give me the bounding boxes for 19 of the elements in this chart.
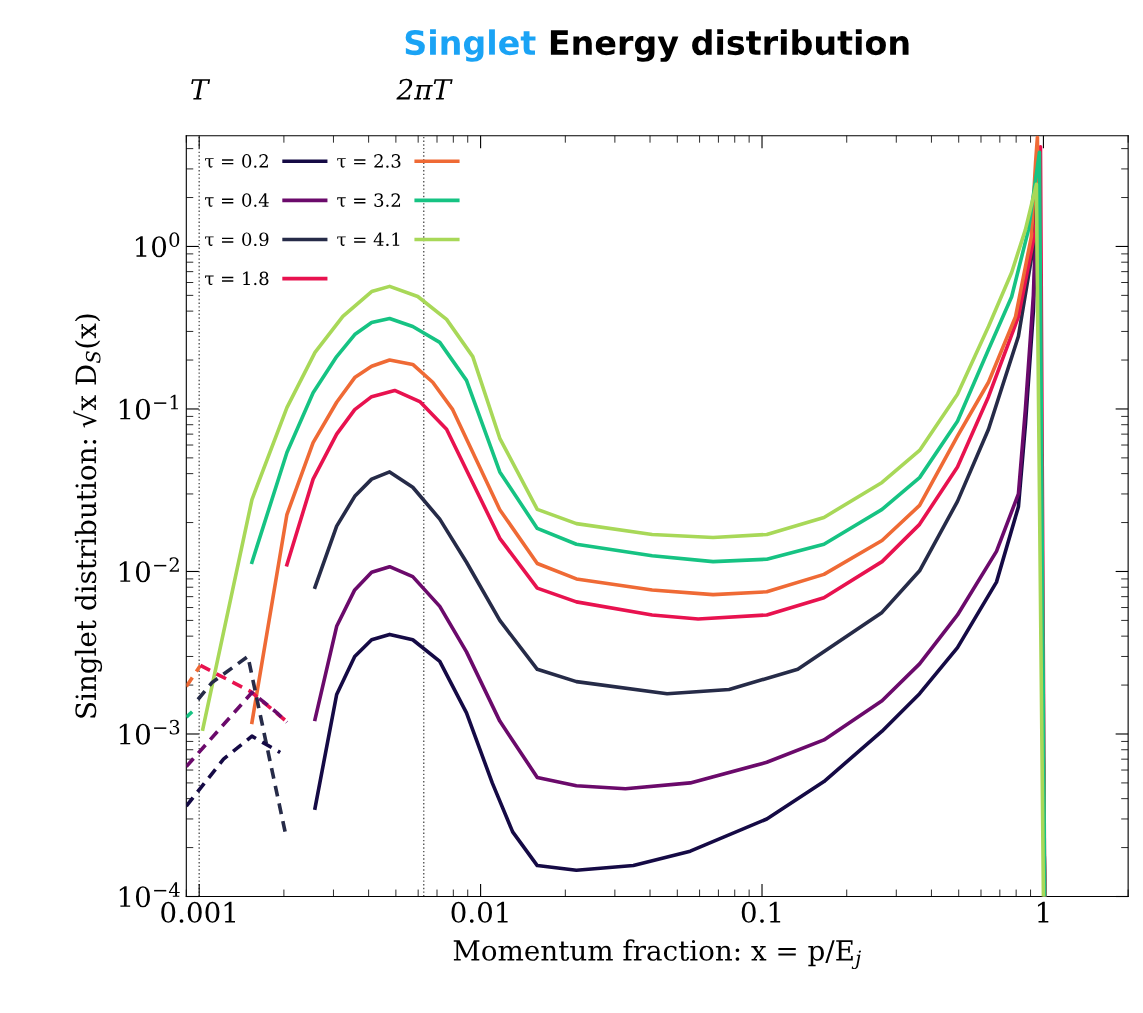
y-tick-label: 10$^{−1}$ (119, 394, 178, 420)
ref-line-label: T (191, 79, 211, 100)
legend-label: τ = 1.8 (205, 271, 269, 286)
ref-line-label: 2πT (396, 78, 453, 100)
y-tick-label: 10$^{−2}$ (119, 557, 179, 583)
y-tick-label: 10$^{−3}$ (119, 719, 180, 745)
x-tick-label: 0.01 (451, 901, 508, 923)
y-tick-label: 10$^{0}$ (135, 232, 180, 258)
x-axis-title: Momentum fraction: x = p/E$_{j}$ (453, 939, 861, 970)
y-axis-title: Singlet distribution: √x D$_{S}$(x) (73, 314, 103, 718)
chart-title: Singlet Energy distribution (405, 29, 909, 62)
x-tick-label: 0.1 (741, 901, 781, 923)
legend-label: τ = 0.4 (205, 193, 269, 207)
legend-label: τ = 0.2 (205, 154, 268, 168)
legend-label: τ = 0.9 (205, 232, 269, 247)
legend-label: τ = 4.1 (337, 232, 400, 247)
x-tick-label: 1 (1037, 901, 1049, 923)
legend-label: τ = 2.3 (337, 154, 401, 168)
legend-label: τ = 3.2 (337, 193, 401, 207)
